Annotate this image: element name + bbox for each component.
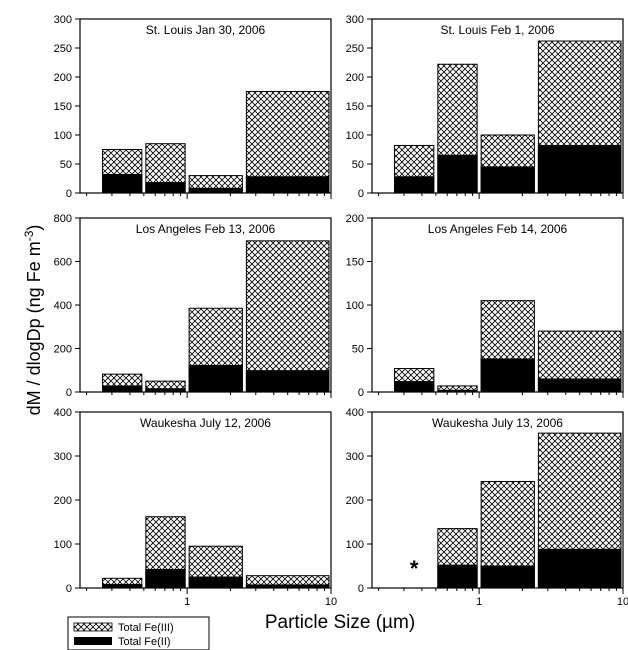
x-tick-label: 1 bbox=[476, 596, 482, 608]
y-tick-label: 100 bbox=[346, 300, 364, 312]
bar-fe2 bbox=[188, 364, 243, 393]
bar-fe2 bbox=[188, 576, 243, 589]
y-tick-label: 100 bbox=[346, 130, 364, 142]
chart-panel-3: 0 200 400 600 800 Los Angeles Feb 13, 2006 bbox=[54, 213, 332, 399]
x-tick-label: 10 bbox=[617, 596, 628, 608]
panel-title: Los Angeles Feb 14, 2006 bbox=[428, 222, 568, 236]
y-axis-label-main: dM / dlogDp (ng Fe m bbox=[24, 241, 44, 415]
bar-fe2 bbox=[145, 569, 186, 589]
chart-panel-2: 0 50 100 150 200 250 300 St. Louis Feb 1, 2006 bbox=[346, 14, 624, 200]
y-tick-label: 50 bbox=[60, 159, 72, 171]
bar-fe2 bbox=[437, 564, 478, 589]
x-axis-label-mu: µ bbox=[382, 612, 393, 633]
y-tick-label: 200 bbox=[346, 213, 364, 225]
legend: Total Fe(III) Total Fe(II) bbox=[67, 616, 210, 650]
x-axis-label-end: m) bbox=[393, 612, 415, 633]
bar-fe3 bbox=[245, 240, 330, 393]
chart-panel-1: 0 50 100 150 200 250 300 St. Louis Jan 30, 2006 bbox=[54, 14, 332, 200]
bar-fe2 bbox=[537, 378, 622, 393]
panel-title: Los Angeles Feb 13, 2006 bbox=[136, 222, 276, 236]
bar-fe2 bbox=[480, 358, 535, 393]
x-axis-label-main: Particle Size ( bbox=[265, 612, 383, 633]
bar-fe2 bbox=[102, 385, 143, 393]
chart-panel-5: 0 100 200 300 400 1 10 Waukesha July 12, 2006 bbox=[54, 407, 337, 608]
y-tick-label: 100 bbox=[54, 130, 72, 142]
bar-fe2 bbox=[480, 166, 535, 194]
y-tick-label: 150 bbox=[54, 101, 72, 113]
y-tick-label: 300 bbox=[54, 451, 72, 463]
bar-fe2 bbox=[245, 176, 330, 194]
y-tick-label: 0 bbox=[66, 188, 72, 200]
y-tick-label: 200 bbox=[346, 495, 364, 507]
bar-fe2 bbox=[245, 370, 330, 393]
y-tick-label: 400 bbox=[54, 407, 72, 419]
y-axis-label-end: ) bbox=[24, 225, 44, 231]
y-tick-label: 300 bbox=[346, 14, 364, 26]
y-tick-label: 400 bbox=[346, 407, 364, 419]
y-tick-label: 0 bbox=[358, 387, 364, 399]
bar-fe2 bbox=[394, 381, 435, 393]
panel-title: St. Louis Jan 30, 2006 bbox=[146, 23, 266, 37]
y-tick-label: 200 bbox=[54, 344, 72, 356]
y-axis-label-sup: -3 bbox=[22, 230, 36, 241]
panel-title: Waukesha July 12, 2006 bbox=[140, 416, 271, 430]
y-tick-label: 0 bbox=[358, 583, 364, 595]
bar-fe2 bbox=[537, 144, 622, 194]
y-tick-label: 200 bbox=[54, 495, 72, 507]
y-tick-label: 400 bbox=[54, 300, 72, 312]
x-tick-label: 10 bbox=[325, 596, 337, 608]
y-tick-label: 150 bbox=[346, 101, 364, 113]
y-tick-label: 250 bbox=[346, 43, 364, 55]
y-tick-label: 300 bbox=[346, 451, 364, 463]
y-tick-label: 0 bbox=[66, 583, 72, 595]
y-tick-label: 800 bbox=[54, 213, 72, 225]
y-tick-label: 50 bbox=[352, 159, 364, 171]
y-tick-label: 0 bbox=[358, 188, 364, 200]
bar-fe2 bbox=[480, 565, 535, 589]
panel-title: St. Louis Feb 1, 2006 bbox=[440, 23, 554, 37]
panel-title: Waukesha July 13, 2006 bbox=[432, 416, 563, 430]
bar-fe2 bbox=[145, 182, 186, 194]
y-tick-label: 100 bbox=[346, 539, 364, 551]
legend-swatch-fe2 bbox=[74, 637, 112, 645]
missing-data-asterisk: * bbox=[410, 556, 419, 581]
y-tick-label: 300 bbox=[54, 14, 72, 26]
legend-label-fe3: Total Fe(III) bbox=[118, 622, 174, 634]
bar-fe2 bbox=[394, 176, 435, 194]
y-tick-label: 50 bbox=[352, 344, 364, 356]
y-tick-label: 0 bbox=[66, 387, 72, 399]
y-tick-label: 250 bbox=[54, 43, 72, 55]
chart-panel-6: 0 100 200 300 400 1 10 Waukesha July 13, 2006 * bbox=[346, 407, 628, 608]
y-axis-label: dM / dlogDp (ng Fe m-3) bbox=[22, 225, 44, 416]
x-tick-label: 1 bbox=[184, 596, 190, 608]
y-tick-label: 100 bbox=[54, 539, 72, 551]
bar-fe2 bbox=[188, 187, 243, 194]
legend-label-fe2: Total Fe(II) bbox=[118, 636, 171, 648]
bar-fe2 bbox=[102, 173, 143, 194]
bar-fe2 bbox=[537, 548, 622, 589]
bar-fe2 bbox=[437, 154, 478, 194]
y-tick-label: 200 bbox=[54, 72, 72, 84]
chart-panel-4: 0 50 100 150 200 Los Angeles Feb 14, 2006 bbox=[346, 213, 624, 399]
bar-fe3 bbox=[245, 91, 330, 194]
y-tick-label: 600 bbox=[54, 257, 72, 269]
y-tick-label: 150 bbox=[346, 257, 364, 269]
x-axis-label: Particle Size (µm) bbox=[265, 612, 415, 633]
y-tick-label: 200 bbox=[346, 72, 364, 84]
legend-swatch-fe3 bbox=[73, 622, 113, 632]
